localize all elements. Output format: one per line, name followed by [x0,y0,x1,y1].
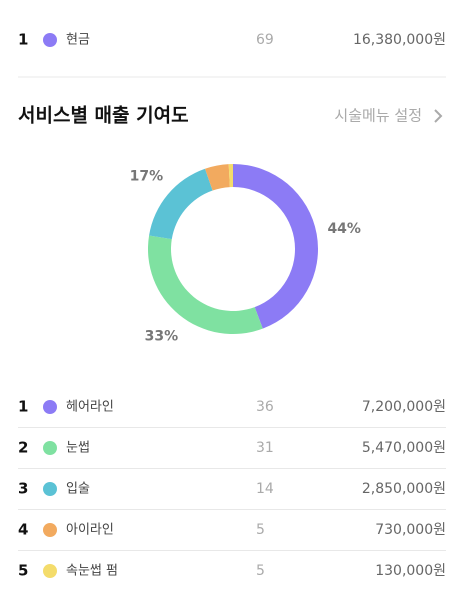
amount: 16,380,000원 [353,32,446,48]
count: 14 [256,481,274,497]
donut-segment [228,164,233,188]
percent-label: 33% [145,328,179,344]
service-row: 5 속눈썹 펌 5 130,000원 [18,562,446,580]
name: 입술 [66,482,90,497]
rank: 5 [18,562,28,580]
amount: 730,000원 [375,522,446,538]
service-row: 4 아이라인 5 730,000원 [18,521,446,539]
donut-segment [148,235,263,334]
count: 36 [256,399,274,415]
percent-label: 17% [130,168,164,184]
name: 아이라인 [66,523,114,538]
chevron[interactable] [434,109,443,123]
name: 눈썹 [66,441,90,456]
amount: 5,470,000원 [362,440,446,456]
color-dot [43,441,57,455]
name: 속눈썹 펌 [66,564,118,579]
amount: 7,200,000원 [362,399,446,415]
color-dot [43,400,57,414]
service-row: 3 입술 14 2,850,000원 [18,480,446,498]
rank: 3 [18,480,28,498]
rank: 1 [18,31,28,49]
rank: 1 [18,398,28,416]
link-text[interactable]: 시술메뉴 설정 [334,107,422,125]
service-row: 2 눈썹 31 5,470,000원 [18,439,446,457]
count: 5 [256,563,265,579]
color-dot [43,564,57,578]
count: 69 [256,32,274,48]
percent-label: 44% [327,221,361,237]
amount: 2,850,000원 [362,481,446,497]
donut-chart: 44% 33% 17% [130,164,361,344]
name: 현금 [66,33,90,48]
color-dot [43,482,57,496]
donut-segment [233,164,318,329]
count: 5 [256,522,265,538]
amount: 130,000원 [375,563,446,579]
color-dot [43,33,57,47]
service-row: 1 헤어라인 36 7,200,000원 [18,398,446,416]
rank: 2 [18,439,28,457]
name: 헤어라인 [66,400,114,415]
donut-segment [205,164,230,191]
rank: 4 [18,521,28,539]
service-list: 1 헤어라인 36 7,200,000원 2 눈썹 31 5,470,000원 3 입술 14 2,8… [18,398,446,580]
menu-settings-link[interactable]: 시술메뉴 설정 [334,107,443,125]
count: 31 [256,440,274,456]
section-title: 서비스별 매출 기여도 [18,105,189,127]
color-dot [43,523,57,537]
top-row: 1 현금 69 16,380,000원 [18,31,446,49]
donut-segment [149,168,213,240]
